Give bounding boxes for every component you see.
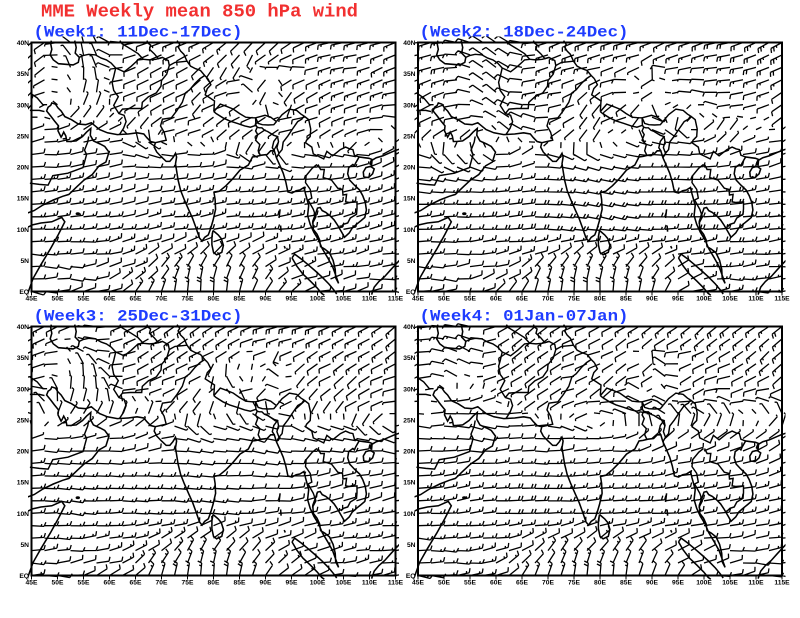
svg-text:(Week2: 18Dec-24Dec): (Week2: 18Dec-24Dec) [420, 24, 629, 42]
svg-text:(Week3: 25Dec-31Dec): (Week3: 25Dec-31Dec) [34, 308, 243, 326]
svg-text:(Week1: 11Dec-17Dec): (Week1: 11Dec-17Dec) [34, 24, 243, 42]
svg-text:(Week4: 01Jan-07Jan): (Week4: 01Jan-07Jan) [420, 308, 629, 326]
svg-text:MME Weekly mean 850 hPa wind: MME Weekly mean 850 hPa wind [41, 2, 358, 23]
